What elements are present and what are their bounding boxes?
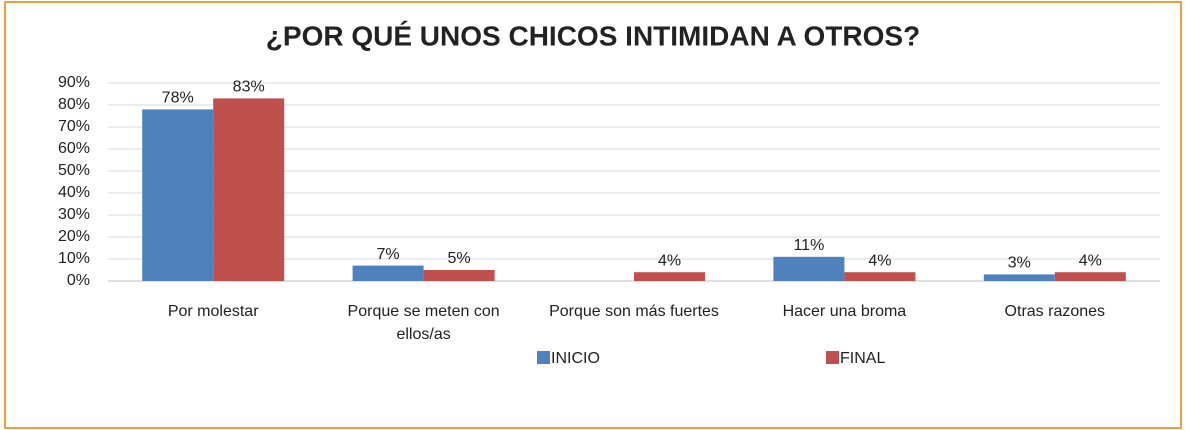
- y-tick-label: 20%: [58, 228, 90, 245]
- bar: [983, 274, 1055, 281]
- data-label: 4%: [868, 252, 891, 269]
- x-tick-label: Otras razones: [1004, 303, 1106, 320]
- data-label: 78%: [162, 90, 194, 107]
- x-tick-label: Porque son más fuertes: [549, 303, 719, 320]
- y-tick-label: 50%: [58, 162, 90, 179]
- bar: [142, 109, 214, 282]
- x-tick-label: Porque se meten con ellos/as: [347, 303, 500, 343]
- data-label: 7%: [377, 246, 400, 263]
- y-tick-label: 0%: [67, 272, 90, 289]
- data-label: 3%: [1008, 255, 1031, 272]
- x-tick-label: Por molestar: [167, 303, 259, 320]
- legend-label: INICIO: [551, 350, 600, 367]
- legend-label: FINAL: [840, 350, 885, 367]
- bar: [844, 272, 916, 281]
- data-label: 11%: [793, 237, 824, 254]
- y-tick-label: 90%: [58, 74, 90, 91]
- bar: [213, 98, 285, 282]
- bar: [634, 272, 705, 281]
- y-tick-label: 80%: [58, 96, 90, 113]
- legend-swatch: [826, 351, 839, 364]
- bar: [352, 265, 424, 281]
- legend-swatch: [537, 351, 550, 364]
- data-label: 4%: [658, 252, 681, 269]
- y-tick-label: 60%: [58, 140, 90, 157]
- chart-title: ¿POR QUÉ UNOS CHICOS INTIMIDAN A OTROS?: [266, 20, 920, 51]
- y-tick-label: 70%: [58, 118, 90, 135]
- y-tick-label: 40%: [58, 184, 90, 201]
- bar: [423, 270, 495, 281]
- y-tick-label: 30%: [58, 206, 90, 223]
- data-label: 4%: [1079, 252, 1102, 269]
- x-tick-label: Hacer una broma: [782, 303, 907, 320]
- data-label: 5%: [448, 250, 471, 267]
- y-tick-label: 10%: [58, 250, 90, 267]
- bar: [773, 256, 845, 281]
- data-label: 83%: [233, 79, 265, 96]
- bar: [1054, 272, 1126, 281]
